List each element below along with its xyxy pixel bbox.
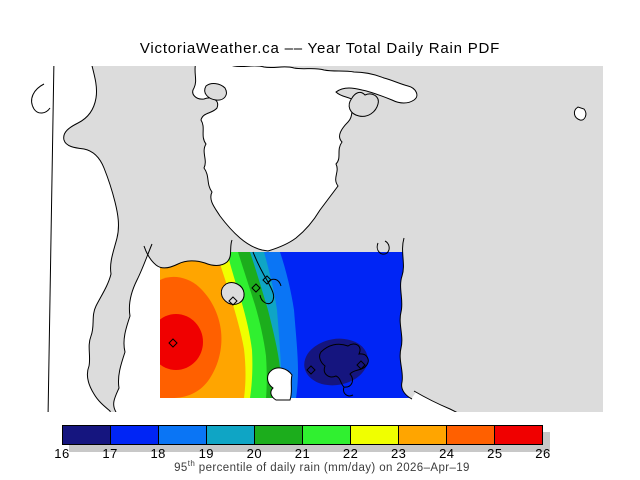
colorbar-segment-17-18	[111, 426, 159, 444]
caption-ordinal: th	[187, 459, 196, 468]
colorbar-segment-19-20	[207, 426, 255, 444]
land-group	[47, 66, 587, 412]
land-southwest	[113, 244, 160, 412]
colorbar-tick-20: 20	[246, 446, 263, 461]
colorbar-ticks: 16 17 18 19 20 21 22 23 24 25 26	[54, 446, 550, 461]
colorbar-segment-24-25	[447, 426, 495, 444]
station-diamond-icon	[168, 338, 178, 348]
coast-cordova	[252, 251, 275, 305]
colorbar-tick-25: 25	[487, 446, 503, 461]
caption-number: 95	[174, 461, 188, 474]
colorbar-segment-16-17	[63, 426, 111, 444]
band-25-26-core	[160, 314, 203, 370]
water-inlet-bottom	[138, 238, 232, 268]
coast-left-hook	[31, 83, 51, 114]
coast-southeast	[413, 390, 458, 412]
colorbar-tick-23: 23	[390, 446, 407, 461]
coast-inlet-bottom	[143, 239, 233, 269]
water-overlays	[138, 238, 420, 399]
colorbar	[62, 425, 543, 445]
station-diamond-icon	[262, 275, 272, 285]
colorbar-tick-19: 19	[198, 446, 215, 461]
coastlines	[31, 83, 458, 412]
station-diamond-icon	[251, 283, 261, 293]
colorbar-segment-21-22	[303, 426, 351, 444]
water-notch-west	[204, 83, 227, 101]
land-west-malahat	[47, 66, 119, 412]
coast-gordon-head-notch	[376, 240, 390, 255]
colorbar-tick-17: 17	[102, 446, 118, 461]
colorbar-segment-18-19	[159, 426, 207, 444]
water-brentwood-bay	[220, 282, 245, 305]
colorbar-tick-16: 16	[54, 446, 70, 461]
caption-text: percentile of daily rain (mm/day) on 202…	[195, 461, 470, 474]
band-16-17-pocket	[304, 338, 368, 386]
coast-cordova-spur	[267, 278, 282, 287]
water-notch-east	[348, 91, 379, 117]
colorbar-tick-22: 22	[342, 446, 359, 461]
colorbar-caption: 95th percentile of daily rain (mm/day) o…	[62, 459, 582, 474]
water-east-of-coast	[400, 238, 420, 399]
colorbar-tick-18: 18	[150, 446, 166, 461]
land-saanich-peninsula	[192, 66, 418, 252]
station-diamond-icon	[306, 365, 316, 375]
station-diamond-icon	[228, 296, 238, 306]
land-south-shore	[160, 392, 456, 412]
station-markers	[168, 275, 366, 375]
colorbar-tick-24: 24	[439, 446, 455, 461]
colorbar-segment-20-21	[255, 426, 303, 444]
colorbar-tick-21: 21	[294, 446, 311, 461]
station-diamond-icon	[356, 360, 366, 370]
colorbar-segment-25-26	[495, 426, 542, 444]
colorbar-tick-26: 26	[535, 446, 551, 461]
page-title: VictoriaWeather.ca –– Year Total Daily R…	[139, 40, 501, 57]
coast-finlayson-arm	[113, 243, 153, 412]
colorbar-segment-22-23	[351, 426, 399, 444]
coast-east-victoria	[399, 237, 413, 400]
water-esquimalt-pocket	[267, 367, 293, 401]
islet-outline	[573, 106, 587, 121]
coast-victoria-harbour	[319, 343, 369, 397]
colorbar-segment-23-24	[399, 426, 447, 444]
